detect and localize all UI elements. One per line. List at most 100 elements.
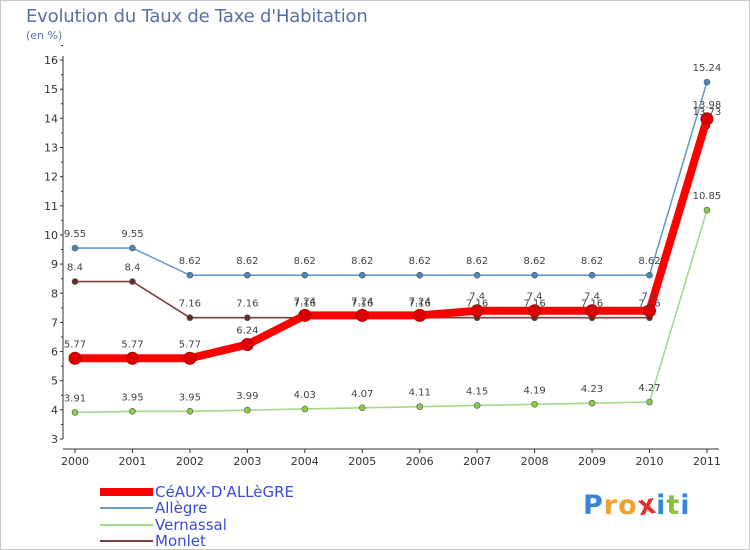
data-label: 7.24 xyxy=(294,296,316,307)
data-label: 7.4 xyxy=(469,292,485,303)
series-line xyxy=(74,81,708,276)
data-point xyxy=(298,308,312,322)
series-line xyxy=(74,209,708,414)
y-tick-label: 7 xyxy=(51,316,58,329)
data-label: 9.55 xyxy=(121,229,143,240)
data-point xyxy=(646,271,653,279)
data-point xyxy=(413,308,427,322)
data-label: 4.15 xyxy=(466,386,488,397)
data-label: 8.62 xyxy=(466,256,488,267)
data-label: 3.91 xyxy=(64,393,86,404)
data-label: 7.16 xyxy=(638,299,660,310)
data-point xyxy=(244,314,251,322)
series-line xyxy=(71,114,711,363)
chart-data-labels: 9.55 9.55 8.62 8.62 8.62 8.62 8.62 8.62 8.62 8.62… xyxy=(64,63,721,404)
x-tick-label: 2000 xyxy=(61,455,89,468)
y-tick-label: 12 xyxy=(44,171,58,184)
data-point xyxy=(585,304,599,318)
y-tick-label: 13 xyxy=(44,142,58,155)
data-point xyxy=(244,271,251,279)
data-label: 7.4 xyxy=(642,292,658,303)
x-tick-label: 2007 xyxy=(463,455,491,468)
data-point xyxy=(643,304,656,318)
data-label: 7.16 xyxy=(294,299,316,310)
y-tick-label: 16 xyxy=(44,54,58,67)
data-label: 8.62 xyxy=(179,256,201,267)
x-tick-label: 2009 xyxy=(578,455,606,468)
data-label: 6.24 xyxy=(236,326,258,337)
data-label: 7.16 xyxy=(179,299,201,310)
data-label: 7.24 xyxy=(409,296,431,307)
x-tick-label: 2001 xyxy=(118,455,146,468)
y-tick-label: 10 xyxy=(44,229,58,242)
data-label: 7.16 xyxy=(409,299,431,310)
data-point xyxy=(588,399,596,407)
x-tick-label: 2011 xyxy=(693,455,721,468)
data-label: 8.62 xyxy=(523,256,545,267)
data-point xyxy=(473,271,481,279)
data-label: 7.16 xyxy=(236,299,258,310)
data-label: 8.4 xyxy=(124,263,140,274)
data-label: 4.19 xyxy=(523,385,545,396)
data-label: 4.07 xyxy=(351,389,373,400)
data-label: 8.62 xyxy=(638,256,660,267)
data-label: 7.16 xyxy=(466,299,488,310)
data-label: 4.03 xyxy=(294,390,316,401)
data-label: 10.85 xyxy=(693,191,722,202)
logo-letter: i xyxy=(680,490,691,521)
data-point xyxy=(301,405,309,413)
data-label: 8.62 xyxy=(351,256,373,267)
data-label: 4.23 xyxy=(581,384,603,395)
data-point xyxy=(186,408,194,415)
series-line xyxy=(74,125,708,319)
data-point xyxy=(301,271,309,279)
data-point xyxy=(186,271,194,279)
y-tick-label: 6 xyxy=(51,346,58,359)
logo-letter: i xyxy=(656,490,667,521)
data-point xyxy=(531,271,538,279)
logo-letter: P xyxy=(583,490,604,521)
data-label: 9.55 xyxy=(64,229,86,240)
data-label: 13.98 xyxy=(693,100,722,111)
y-tick-label: 11 xyxy=(44,200,58,213)
data-point xyxy=(528,304,542,318)
data-label: 8.62 xyxy=(294,256,316,267)
x-tick-label: 2006 xyxy=(406,455,434,468)
data-label: 5.77 xyxy=(121,339,143,350)
data-label: 7.16 xyxy=(351,299,373,310)
x-tick-label: 2002 xyxy=(176,455,204,468)
y-tick-label: 14 xyxy=(44,112,58,125)
data-label: 3.95 xyxy=(179,392,201,403)
data-label: 7.4 xyxy=(527,292,543,303)
data-label: 7.24 xyxy=(351,296,373,307)
data-point xyxy=(700,112,714,126)
x-tick-label: 2008 xyxy=(521,455,549,468)
chart-title: Evolution du Taux de Taxe d'Habitation xyxy=(26,6,368,27)
data-label: 8.62 xyxy=(581,256,603,267)
y-tick-label: 9 xyxy=(51,258,58,271)
data-point xyxy=(129,244,136,252)
data-label: 15.24 xyxy=(693,63,722,74)
data-point xyxy=(71,278,79,285)
chart-series xyxy=(68,78,714,416)
data-point xyxy=(358,271,366,279)
x-tick-label: 2005 xyxy=(348,455,376,468)
data-label: 7.16 xyxy=(523,299,545,310)
data-point xyxy=(244,406,251,414)
data-point xyxy=(470,304,484,318)
data-label: 5.77 xyxy=(64,339,86,350)
data-point xyxy=(531,401,538,408)
data-point xyxy=(129,408,136,415)
data-point xyxy=(183,351,197,365)
y-tick-label: 15 xyxy=(44,83,58,96)
data-label: 7.16 xyxy=(581,299,603,310)
y-tick-label: 8 xyxy=(51,287,58,300)
proxiti-logo: Proxiti xyxy=(583,489,691,523)
logo-letter: o xyxy=(618,490,638,521)
data-point xyxy=(71,244,79,252)
data-point xyxy=(703,206,711,214)
data-label: 4.27 xyxy=(638,383,660,394)
data-label: 7.4 xyxy=(584,292,600,303)
logo-letter: t xyxy=(666,490,681,521)
